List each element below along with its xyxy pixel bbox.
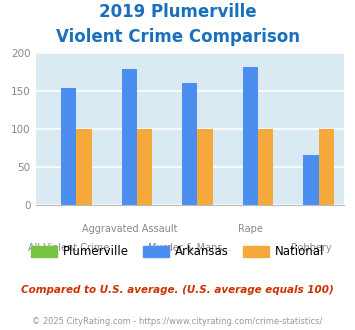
Bar xyxy=(304,155,319,205)
Text: Violent Crime Comparison: Violent Crime Comparison xyxy=(55,28,300,46)
Bar xyxy=(197,129,213,205)
Bar xyxy=(319,129,334,205)
Text: Murder & Mans...: Murder & Mans... xyxy=(148,243,232,252)
Bar xyxy=(137,129,152,205)
Text: Rape: Rape xyxy=(238,224,263,234)
Bar xyxy=(61,88,76,205)
Text: Aggravated Assault: Aggravated Assault xyxy=(82,224,177,234)
Text: Robbery: Robbery xyxy=(291,243,331,252)
Legend: Plumerville, Arkansas, National: Plumerville, Arkansas, National xyxy=(26,241,329,263)
Text: © 2025 CityRating.com - https://www.cityrating.com/crime-statistics/: © 2025 CityRating.com - https://www.city… xyxy=(32,317,323,326)
Text: Compared to U.S. average. (U.S. average equals 100): Compared to U.S. average. (U.S. average … xyxy=(21,285,334,295)
Bar xyxy=(243,67,258,205)
Text: All Violent Crime: All Violent Crime xyxy=(28,243,109,252)
Text: 2019 Plumerville: 2019 Plumerville xyxy=(99,3,256,21)
Bar xyxy=(182,83,197,205)
Bar xyxy=(258,129,273,205)
Bar xyxy=(122,70,137,205)
Bar xyxy=(76,129,92,205)
